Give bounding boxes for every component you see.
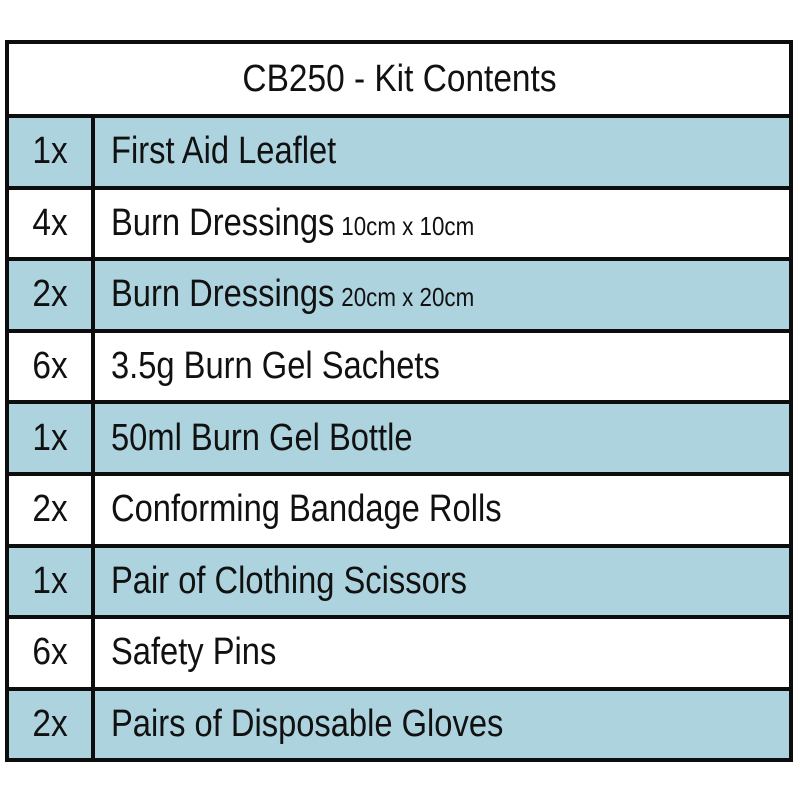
item-cell: Pair of Clothing Scissors [95,548,789,616]
item-name: Conforming Bandage Rolls [111,488,502,531]
item-cell: 3.5g Burn Gel Sachets [95,333,789,401]
quantity-cell: 2x [9,261,95,329]
table-row: 1x 50ml Burn Gel Bottle [9,404,789,476]
quantity-cell: 1x [9,547,95,616]
quantity: 6x [32,345,68,388]
item-name: Pairs of Disposable Gloves [111,703,504,746]
table-row: 6x Safety Pins [9,619,789,691]
item-name: 3.5g Burn Gel Sachets [111,345,440,388]
item-name: Safety Pins [111,631,277,674]
quantity: 2x [32,703,68,746]
item-cell: Conforming Bandage Rolls [95,476,789,544]
quantity-cell: 2x [9,690,95,759]
quantity: 6x [32,631,68,674]
quantity: 2x [32,488,68,531]
item-cell: 50ml Burn Gel Bottle [95,404,789,472]
item-name: Burn Dressings [111,273,335,316]
quantity-cell: 4x [9,189,95,258]
table-row: 1x Pair of Clothing Scissors [9,547,789,620]
quantity-cell: 6x [9,619,95,687]
quantity: 1x [32,416,68,459]
table-row: 2x Pairs of Disposable Gloves [9,690,789,759]
item-size: 20cm x 20cm [341,282,475,313]
quantity-cell: 2x [9,475,95,544]
table-row: 6x 3.5g Burn Gel Sachets [9,332,789,405]
table-header: CB250 - Kit Contents [9,44,789,118]
quantity-cell: 1x [9,118,95,186]
table-row: 2x Conforming Bandage Rolls [9,475,789,548]
item-name: Burn Dressings [111,201,335,244]
quantity: 2x [32,273,68,316]
item-cell: First Aid Leaflet [95,118,789,186]
quantity: 1x [32,559,68,602]
item-size: 10cm x 10cm [341,210,475,241]
item-cell: Burn Dressings 20cm x 20cm [95,261,789,329]
quantity-cell: 6x [9,332,95,401]
table-title: CB250 - Kit Contents [241,57,557,100]
table-row: 1x First Aid Leaflet [9,118,789,190]
item-name: First Aid Leaflet [111,130,337,173]
item-name: 50ml Burn Gel Bottle [111,416,413,459]
item-cell: Safety Pins [95,619,789,687]
item-cell: Burn Dressings 10cm x 10cm [95,190,789,258]
item-cell: Pairs of Disposable Gloves [95,691,789,759]
table-row: 2x Burn Dressings 20cm x 20cm [9,261,789,333]
kit-contents-table: CB250 - Kit Contents 1x First Aid Leaflet… [5,40,793,763]
quantity: 4x [32,201,68,244]
quantity: 1x [32,130,68,173]
item-name: Pair of Clothing Scissors [111,559,467,602]
table-row: 4x Burn Dressings 10cm x 10cm [9,189,789,262]
quantity-cell: 1x [9,404,95,472]
